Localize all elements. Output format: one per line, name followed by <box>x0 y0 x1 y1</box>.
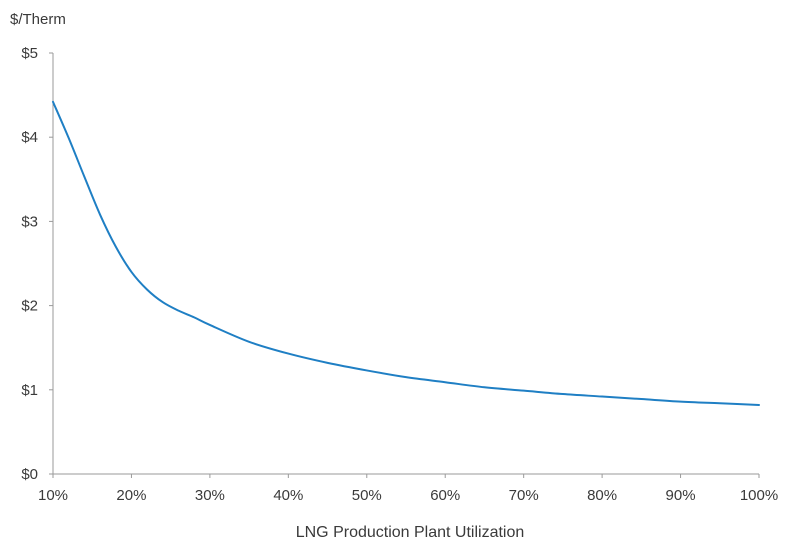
y-tick-label: $4 <box>21 129 38 146</box>
x-tick-label: 40% <box>273 487 303 504</box>
x-tick-label: 10% <box>38 487 68 504</box>
y-tick-label: $1 <box>21 382 38 399</box>
x-tick-label: 30% <box>195 487 225 504</box>
axes <box>52 53 759 475</box>
y-tick-label: $3 <box>21 213 38 230</box>
y-axis-ticks: $0 $1 $2 $3 $4 $5 <box>21 45 53 483</box>
x-tick-label: 20% <box>116 487 146 504</box>
x-tick-label: 90% <box>666 487 696 504</box>
x-tick-label: 70% <box>509 487 539 504</box>
x-axis-title: LNG Production Plant Utilization <box>296 524 525 540</box>
x-tick-label: 50% <box>352 487 382 504</box>
y-axis-unit-label: $/Therm <box>10 11 66 28</box>
series-group <box>52 100 760 406</box>
series-line <box>52 100 760 406</box>
x-tick-label: 80% <box>587 487 617 504</box>
x-axis-ticks: 10% 20% 30% 40% 50% 60% 70% 80% 90% 100% <box>38 474 778 504</box>
x-tick-label: 100% <box>740 487 778 504</box>
x-tick-label: 60% <box>430 487 460 504</box>
y-tick-label: $0 <box>21 466 38 483</box>
y-tick-label: $5 <box>21 45 38 62</box>
y-tick-label: $2 <box>21 298 38 315</box>
